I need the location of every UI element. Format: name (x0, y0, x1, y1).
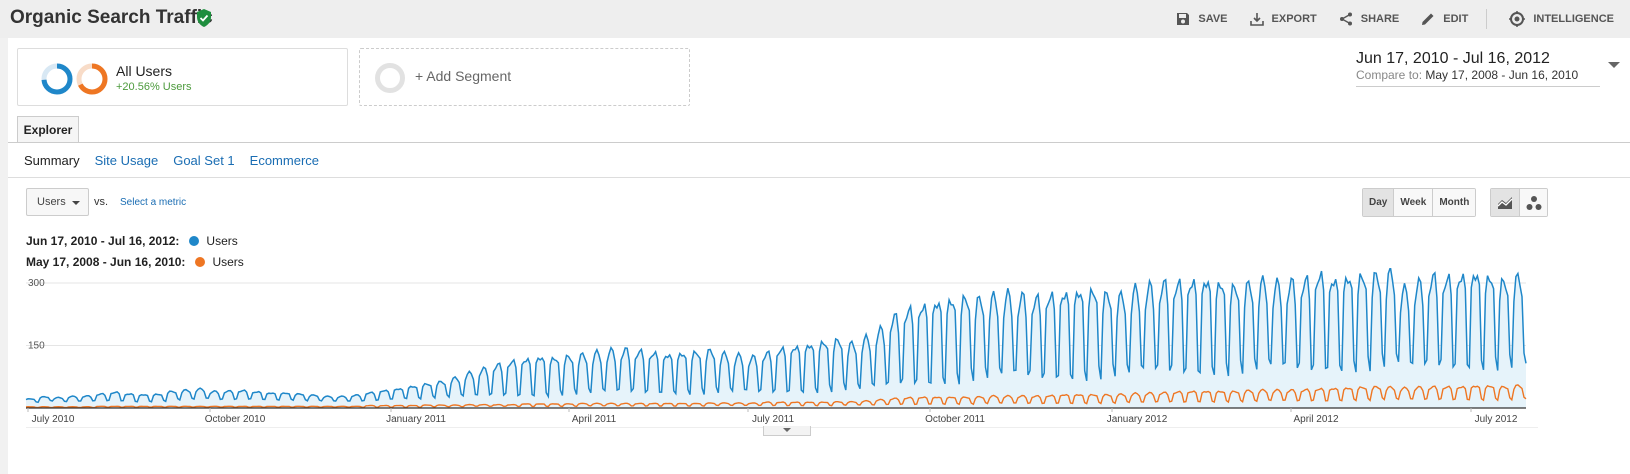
header-divider (1486, 9, 1488, 29)
date-range-picker[interactable]: Jun 17, 2010 - Jul 16, 2012 Compare to: … (1356, 50, 1620, 87)
collapse-chart-toggle[interactable] (763, 426, 811, 436)
x-tick-label: July 2011 (752, 414, 795, 425)
metric-selected: Users (37, 196, 66, 208)
edit-button[interactable]: EDIT (1421, 12, 1468, 26)
tab-divider (8, 142, 1630, 143)
legend-current: Jun 17, 2010 - Jul 16, 2012: Users (26, 234, 238, 248)
export-icon (1249, 13, 1264, 26)
dropdown-caret-icon (72, 201, 80, 205)
time-granularity-group: Day Week Month (1362, 188, 1477, 217)
legend-previous-dot (195, 257, 206, 267)
compare-label: Compare to: (1356, 68, 1423, 82)
subnav-ecommerce[interactable]: Ecommerce (249, 153, 320, 168)
segment-donut-previous-icon (76, 63, 108, 95)
subnav-summary[interactable]: Summary (24, 153, 80, 168)
x-tick-label: January 2011 (386, 414, 446, 425)
edit-label: EDIT (1443, 13, 1469, 25)
intelligence-label: INTELLIGENCE (1533, 13, 1614, 25)
empty-segment-icon (375, 63, 405, 93)
chevron-down-icon[interactable] (1608, 62, 1620, 68)
month-button[interactable]: Month (1432, 189, 1476, 216)
share-label: SHARE (1360, 13, 1400, 25)
date-range-compare: Compare to: May 17, 2008 - Jun 16, 2010 (1356, 68, 1600, 82)
series-current-line (25, 268, 1527, 404)
legend-previous-metric: Users (212, 255, 244, 269)
y-tick-label: 300 (28, 278, 45, 289)
select-metric-link[interactable]: Select a metric (120, 197, 187, 208)
subnav-goal-set-1[interactable]: Goal Set 1 (173, 153, 235, 168)
page-title: Organic Search Traffic (10, 7, 213, 28)
legend-current-metric: Users (206, 234, 238, 248)
y-tick-label: 150 (28, 341, 45, 352)
metric-dropdown[interactable]: Users (26, 188, 89, 216)
legend-current-dot (189, 236, 200, 246)
edit-icon (1422, 13, 1434, 25)
segment-donut-current-icon (41, 63, 73, 95)
add-segment-label: + Add Segment (415, 68, 512, 84)
export-label: EXPORT (1271, 13, 1317, 25)
legend-previous: May 17, 2008 - Jun 16, 2010: Users (26, 255, 244, 269)
x-tick-label: April 2011 (572, 414, 617, 425)
legend-previous-range: May 17, 2008 - Jun 16, 2010: (26, 255, 186, 269)
line-chart-icon (1497, 196, 1513, 209)
week-button[interactable]: Week (1393, 189, 1433, 216)
intelligence-icon (1509, 11, 1526, 27)
chart-type-group (1490, 188, 1548, 217)
share-button[interactable]: SHARE (1339, 12, 1400, 26)
x-tick-label: July 2010 (32, 414, 75, 425)
add-segment-button[interactable]: + Add Segment (359, 48, 690, 106)
users-line-chart[interactable]: 300 150 July 2010 October 2010 January 2011 A… (8, 268, 1630, 428)
intelligence-button[interactable]: INTELLIGENCE (1509, 11, 1614, 27)
verified-shield-icon (197, 9, 211, 27)
x-tick-label: April 2012 (1293, 414, 1338, 425)
report-panel: All Users +20.56% Users + Add Segment Ju… (8, 38, 1630, 474)
tab-explorer[interactable]: Explorer (17, 116, 79, 143)
share-icon (1339, 12, 1352, 26)
date-range-current: Jun 17, 2010 - Jul 16, 2012 (1356, 50, 1550, 67)
export-button[interactable]: EXPORT (1249, 12, 1317, 26)
report-header: Organic Search Traffic SAVE EXPORT SHARE… (0, 0, 1630, 38)
x-tick-label: October 2011 (925, 414, 985, 425)
save-icon (1177, 13, 1190, 25)
x-tick-label: January 2012 (1107, 414, 1168, 425)
legend-current-range: Jun 17, 2010 - Jul 16, 2012: (26, 234, 180, 248)
day-button[interactable]: Day (1363, 189, 1394, 216)
subnav-divider (8, 177, 1630, 178)
save-button[interactable]: SAVE (1176, 12, 1228, 26)
segment-name: All Users (116, 63, 173, 79)
series-current-area (26, 268, 1526, 408)
save-label: SAVE (1198, 13, 1228, 25)
explorer-subnav: Summary Site Usage Goal Set 1 Ecommerce (24, 153, 334, 168)
x-tick-label: October 2010 (205, 414, 266, 425)
motion-chart-icon (1526, 195, 1541, 210)
subnav-site-usage[interactable]: Site Usage (94, 153, 159, 168)
motion-chart-button[interactable] (1519, 189, 1547, 216)
segment-change: +20.56% Users (116, 81, 192, 93)
compare-range: May 17, 2008 - Jun 16, 2010 (1425, 68, 1579, 82)
vs-label: vs. (94, 196, 109, 208)
x-tick-label: July 2012 (1475, 414, 1518, 425)
series-previous-line (25, 384, 1527, 409)
header-actions: SAVE EXPORT SHARE EDIT INTELLIGENCE (1154, 9, 1614, 29)
segment-all-users[interactable]: All Users +20.56% Users (17, 48, 348, 106)
line-chart-button[interactable] (1491, 189, 1519, 216)
